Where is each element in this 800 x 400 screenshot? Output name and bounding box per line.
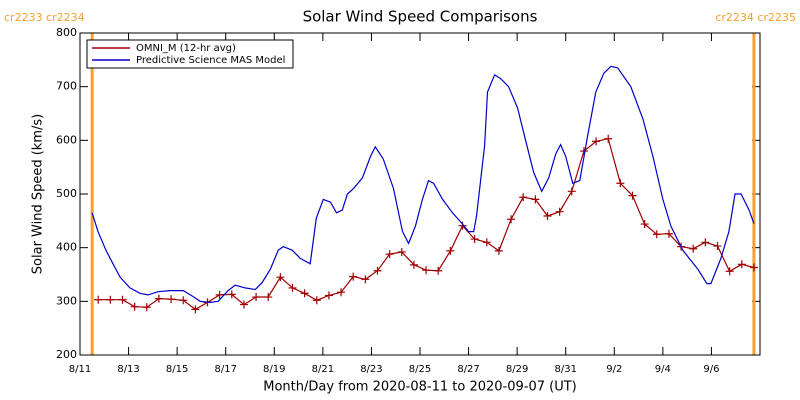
- data-marker: [239, 300, 248, 309]
- legend-box: [86, 39, 294, 69]
- data-marker: [458, 221, 467, 230]
- cr-annotation: cr2233 cr2234: [4, 11, 85, 24]
- x-tick-label: 8/11: [69, 364, 91, 375]
- data-marker: [94, 295, 103, 304]
- data-marker: [361, 275, 370, 284]
- data-marker: [191, 305, 200, 314]
- data-marker: [385, 250, 394, 259]
- data-marker: [142, 303, 151, 312]
- data-marker: [312, 296, 321, 305]
- data-marker: [324, 291, 333, 300]
- data-marker: [215, 290, 224, 299]
- data-marker: [543, 212, 552, 221]
- data-marker: [531, 195, 540, 204]
- plot-frame: [79, 32, 761, 356]
- x-tick-label: 8/25: [409, 364, 431, 375]
- y-tick-label: 400: [56, 241, 77, 254]
- data-marker: [628, 191, 637, 200]
- data-marker: [664, 229, 673, 238]
- y-tick-label: 800: [56, 26, 77, 39]
- data-marker: [434, 266, 443, 275]
- x-tick-label: 8/29: [506, 364, 528, 375]
- data-marker: [470, 235, 479, 244]
- x-tick-label: 8/31: [554, 364, 576, 375]
- chart-title: Solar Wind Speed Comparisons: [303, 8, 538, 26]
- x-tick-label: 9/6: [703, 364, 719, 375]
- data-marker: [713, 242, 722, 251]
- cr-annotation: cr2234 cr2235: [715, 11, 796, 24]
- data-marker: [604, 134, 613, 143]
- legend-label: Predictive Science MAS Model: [136, 55, 285, 66]
- data-marker: [616, 179, 625, 188]
- x-tick-label: 9/2: [606, 364, 622, 375]
- y-axis-label: Solar Wind Speed (km/s): [31, 114, 46, 274]
- data-marker: [737, 260, 746, 269]
- data-marker: [725, 267, 734, 276]
- data-marker: [701, 238, 710, 247]
- data-marker: [519, 193, 528, 202]
- x-tick-label: 9/4: [655, 364, 671, 375]
- data-marker: [652, 230, 661, 239]
- data-marker: [106, 295, 115, 304]
- data-marker: [397, 247, 406, 256]
- data-marker: [300, 289, 309, 298]
- data-marker: [567, 187, 576, 196]
- x-tick-label: 8/13: [117, 364, 139, 375]
- data-marker: [482, 238, 491, 247]
- data-marker: [276, 273, 285, 282]
- data-marker: [409, 260, 418, 269]
- y-tick-label: 200: [56, 348, 77, 361]
- data-marker: [592, 137, 601, 146]
- data-marker: [337, 288, 346, 297]
- data-marker: [689, 244, 698, 253]
- data-marker: [252, 293, 261, 302]
- data-marker: [227, 290, 236, 299]
- data-marker: [154, 294, 163, 303]
- data-marker: [446, 246, 455, 255]
- data-marker: [130, 302, 139, 311]
- data-marker: [422, 266, 431, 275]
- x-tick-label: 8/23: [360, 364, 382, 375]
- x-tick-label: 8/15: [166, 364, 188, 375]
- data-marker: [264, 293, 273, 302]
- x-tick-label: 8/27: [457, 364, 479, 375]
- legend-label: OMNI_M (12-hr avg): [136, 43, 236, 54]
- x-tick-label: 8/19: [263, 364, 285, 375]
- x-tick-label: 8/21: [312, 364, 334, 375]
- data-marker: [494, 246, 503, 255]
- data-marker: [118, 295, 127, 304]
- data-marker: [749, 263, 758, 272]
- data-marker: [288, 283, 297, 292]
- y-tick-label: 500: [56, 187, 77, 200]
- x-axis-label: Month/Day from 2020-08-11 to 2020-09-07 …: [263, 380, 576, 395]
- data-marker: [507, 215, 516, 224]
- series-line: [91, 65, 755, 304]
- x-tick-label: 8/17: [214, 364, 236, 375]
- data-marker: [167, 295, 176, 304]
- y-tick-label: 300: [56, 294, 77, 307]
- data-marker: [349, 272, 358, 281]
- data-marker: [373, 266, 382, 275]
- data-marker: [640, 220, 649, 229]
- data-marker: [555, 207, 564, 216]
- y-tick-label: 600: [56, 133, 77, 146]
- data-marker: [179, 296, 188, 305]
- y-tick-label: 700: [56, 80, 77, 93]
